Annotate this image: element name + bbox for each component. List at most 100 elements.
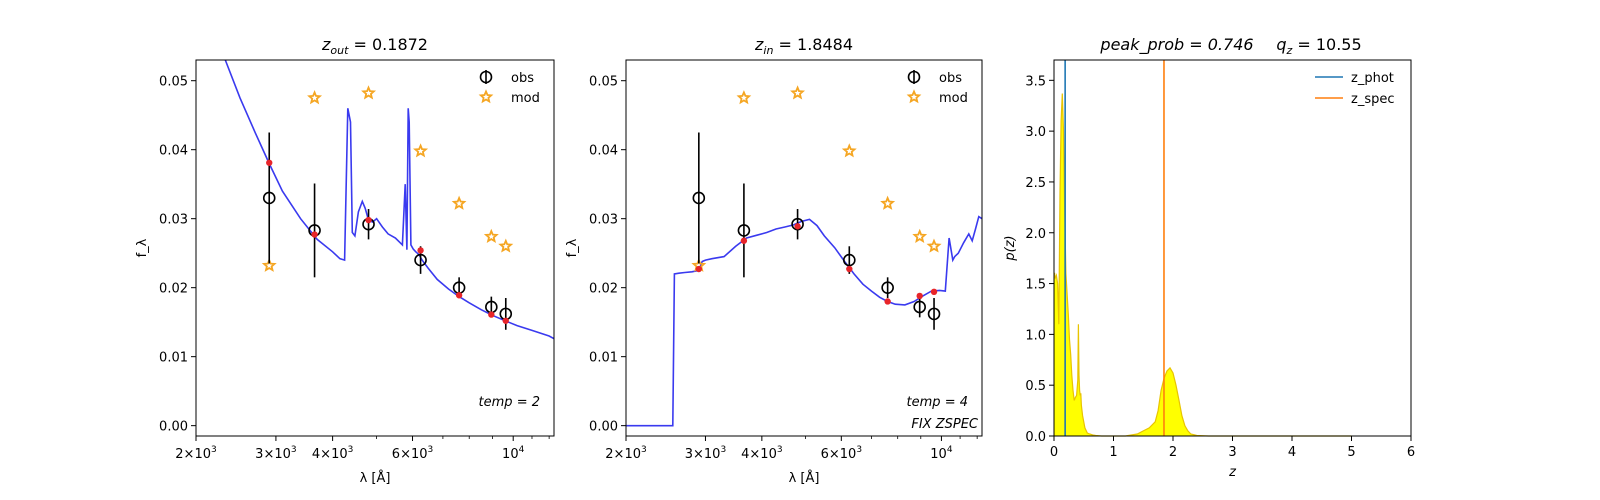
title-qz-value: = 10.55 [1292,35,1361,54]
model-point [488,311,495,318]
x-tick-base: 10 [704,447,721,462]
x-tick-label: 4×103 [741,445,782,462]
x-tick-times: × [184,447,195,462]
x-tick-label: 3×103 [685,445,726,462]
panel-title-value: = 0.1872 [348,35,428,54]
y-tick-label: 0.05 [159,75,188,90]
panel-title: zin = 1.8484 [754,35,853,57]
model-point [930,288,938,296]
y-tick-label: 0.0 [1025,430,1046,445]
axes-frame [625,59,983,437]
legend-obs-marker [479,70,493,84]
template-curve [626,215,982,427]
mod-star [790,85,806,100]
model-point [311,231,318,238]
model-point [740,237,748,244]
x-tick-mantissa: 3 [255,447,263,462]
mod-star [736,90,752,105]
panel-sed-zin: 2×103 3×103 4×103 6×103 1040.000.010.020.030… [565,35,983,486]
x-tick-exponent: 3 [211,445,217,455]
x-tick-base: 10 [274,447,291,462]
panel-title-subscript: out [330,44,349,57]
x-tick-label: 4 [1288,445,1296,460]
y-tick-label: 0.05 [589,75,618,90]
mod-star [413,143,429,158]
x-tick-mantissa: 4 [741,447,749,462]
x-tick-exponent: 3 [428,445,434,455]
y-tick-label: 2.5 [1025,176,1046,191]
x-tick-mantissa: 6 [392,447,400,462]
x-tick-label: 3 [1228,445,1236,460]
model-point [794,223,801,230]
x-tick-label: 0 [1050,445,1058,460]
mod-star [261,257,277,272]
template-curve [224,60,554,340]
x-tick-times: × [614,447,625,462]
y-tick-label: 1.5 [1025,278,1046,293]
panel-pz: 0 1 2 3 4 5 6 0.0 0.5 1.0 1.5 2.0 2.5 3.0 3.5 z p(z) peak… [1003,35,1415,480]
obs-point [913,300,926,314]
x-tick-times: × [749,447,760,462]
y-tick-label: 0.04 [159,144,188,159]
x-tick-label: 2 [1169,445,1177,460]
panel-sed-zout: 2×103 3×103 4×103 6×103 1040.000.010.020.030… [135,35,555,486]
legend-mod-label: mod [939,91,968,106]
pz-area [1054,93,1352,436]
panel-title-symbol: z [754,35,764,54]
y-tick-label: 0.02 [159,282,188,297]
x-tick-times: × [320,447,331,462]
x-tick-exponent: 3 [291,445,297,455]
y-tick-label: 0.00 [159,420,188,435]
model-point [846,265,853,273]
legend-obs-label: obs [511,71,534,86]
x-tick-exponent: 3 [348,445,354,455]
model-point [916,292,923,300]
annotation-temp: temp = 2 [479,395,540,410]
x-tick-times: × [829,447,840,462]
y-axis-label: f_λ [565,238,580,257]
mod-star [483,228,499,244]
y-tick-label: 3.5 [1025,74,1046,89]
model-point [695,265,703,273]
model-point [417,247,424,254]
x-tick-times: × [693,447,704,462]
panel-title-symbol: z [321,35,331,54]
x-tick-exponent: 3 [856,445,862,455]
mod-star [912,228,928,244]
x-tick-base: 10 [411,447,428,462]
x-tick-base: 10 [760,447,777,462]
x-tick-exponent: 4 [519,445,525,455]
title-qz-subscript: z [1285,44,1292,57]
x-tick-label: 2×103 [175,445,216,462]
legend-obs-marker [907,70,921,84]
mod-star [926,238,942,253]
model-point [502,317,509,324]
mod-star [498,238,514,253]
y-tick-label: 0.01 [589,351,618,366]
x-tick-mantissa: 4 [312,447,320,462]
x-tick-mantissa: 6 [821,447,829,462]
obs-point [692,191,706,205]
obs-point [791,217,804,231]
pz-curve [1054,93,1352,437]
panel-title-subscript: in [763,44,773,57]
x-tick-mantissa: 2 [605,447,613,462]
model-point [266,159,273,166]
mod-star [451,195,467,210]
annotation-temp: temp = 4 [907,395,968,410]
y-tick-label: 0.03 [589,213,618,228]
mod-star [880,195,896,210]
x-tick-times: × [400,447,411,462]
y-tick-label: 0.03 [159,213,188,228]
obs-point [881,281,894,294]
x-tick-label: 6×103 [821,445,862,462]
obs-point [737,224,751,237]
annotation-fix-zspec: FIX ZSPEC [911,417,979,432]
mod-star [361,85,377,100]
y-axis-label: p(z) [1003,235,1018,261]
x-tick-times: × [263,447,274,462]
x-tick-base: 10 [331,447,348,462]
x-tick-base: 10 [840,447,857,462]
mod-star [841,143,857,158]
